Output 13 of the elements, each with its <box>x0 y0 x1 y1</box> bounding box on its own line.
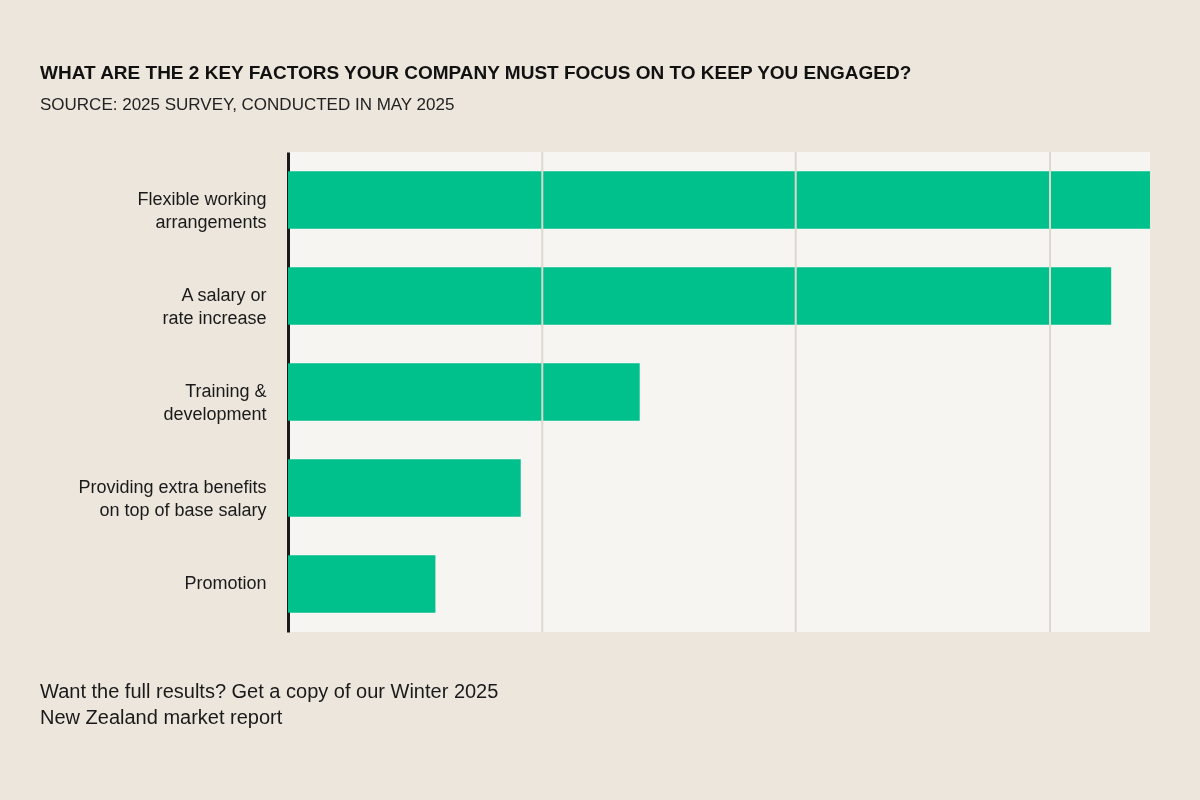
bar <box>288 363 640 421</box>
y-tick-label: Flexible working arrangements <box>137 189 267 232</box>
y-tick-label: Promotion <box>184 573 267 593</box>
bar <box>288 171 1150 229</box>
y-tick-label: A salary or rate increase <box>162 285 267 328</box>
text: Want the full results? Get a copy of our Winter 2025 New Zealand market report <box>40 680 499 728</box>
chart-title: WHAT ARE THE 2 KEY FACTORS YOUR COMPANY MUST FOCUS ON TO KEEP YOU ENGAGED? <box>40 62 912 83</box>
bar <box>288 267 1112 325</box>
y-tick-label: Training & development <box>163 381 267 424</box>
bar <box>288 555 436 613</box>
chart-subtitle: SOURCE: 2025 SURVEY, CONDUCTED IN MAY 2025 <box>40 95 455 114</box>
bar <box>288 459 521 517</box>
y-tick-label: Providing extra benefits on top of base salary <box>78 477 267 520</box>
